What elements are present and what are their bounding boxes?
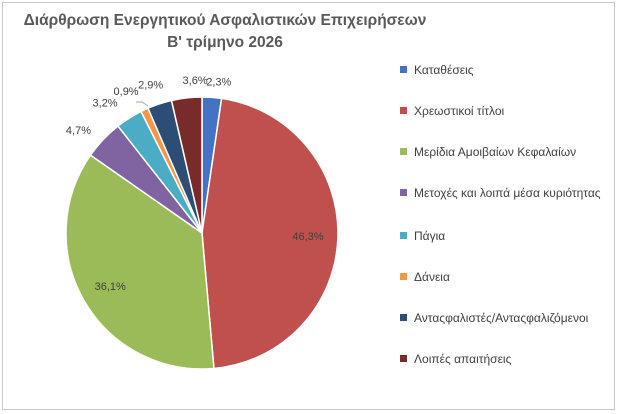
legend-swatch: [400, 232, 407, 239]
leader-line: [136, 101, 149, 107]
legend-label: Λοιπές απαιτήσεις: [414, 352, 512, 366]
legend-label: Καταθέσεις: [414, 63, 474, 77]
legend-swatch: [400, 273, 407, 280]
chart-title: Διάρθρωση Ενεργητικού Ασφαλιστικών Επιχε…: [0, 10, 450, 54]
chart-title-line1: Διάρθρωση Ενεργητικού Ασφαλιστικών Επιχε…: [23, 12, 427, 29]
data-label-8: 3,6%: [183, 75, 208, 87]
chart-title-line2: Β' τρίμηνο 2026: [167, 34, 283, 51]
legend-label: Μερίδια Αμοιβαίων Κεφαλαίων: [414, 145, 577, 159]
legend-swatch: [400, 66, 407, 73]
data-label-2: 46,3%: [292, 231, 323, 243]
legend-label: Ανταςφαλιστές/Ανταςφαλιζόμενοι: [414, 311, 589, 325]
pie-slice-3: [65, 154, 215, 370]
legend-swatch: [400, 314, 407, 321]
pie-slice-8: [170, 96, 203, 234]
data-label-7: 2,9%: [138, 80, 163, 92]
data-label-1: 2,3%: [206, 76, 231, 88]
legend-label: Χρεωστικοί τίτλοι: [414, 104, 505, 118]
legend-label: Πάγια: [414, 229, 446, 243]
data-label-3: 36,1%: [95, 281, 126, 293]
legend-swatch: [400, 355, 407, 362]
legend-label: Μετοχές και λοιπά μέσα κυριότητας: [414, 186, 601, 200]
pie-slice-2: [201, 97, 339, 370]
legend-swatch: [400, 148, 407, 155]
data-label-4: 4,7%: [66, 125, 91, 137]
legend-swatch: [400, 107, 407, 114]
data-label-5: 3,2%: [93, 97, 118, 109]
data-label-6: 0,9%: [114, 86, 139, 98]
legend-label: Δάνεια: [414, 270, 450, 284]
legend-swatch: [400, 189, 407, 196]
